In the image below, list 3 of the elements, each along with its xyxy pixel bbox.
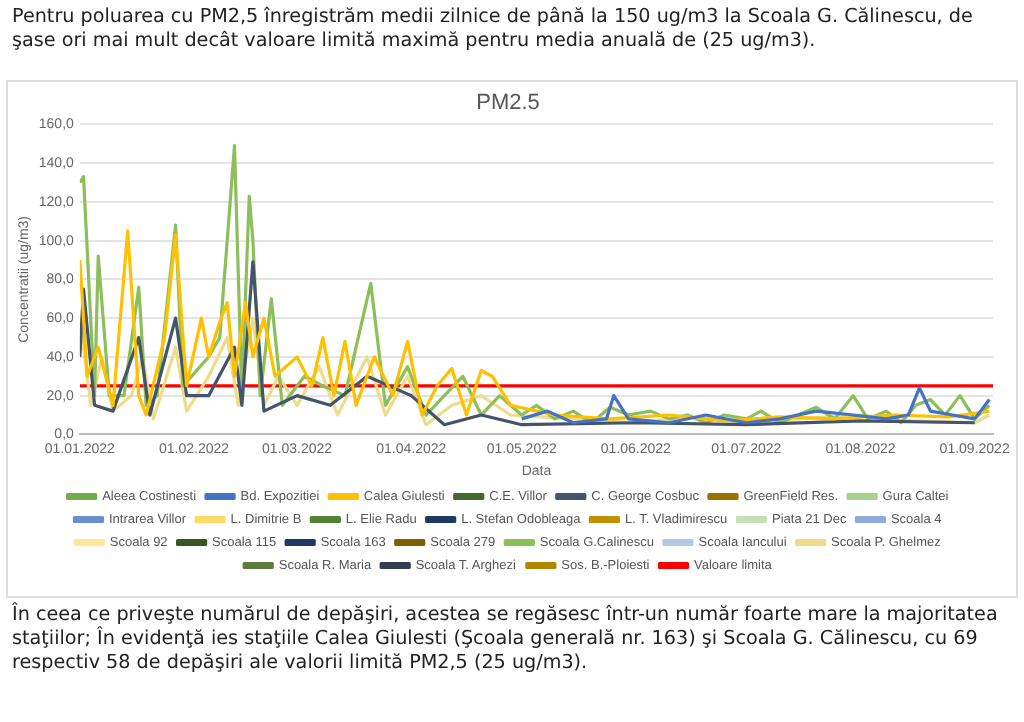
chart-title: PM2.5	[476, 91, 540, 116]
text: În ceea ce priveşte numărul de depăşiri, acestea se regăsesc într-un număr foarte mare la majoritatea staţiilor; În evidenţă ies staţiile Calea Giulesti (Şcoala generală nr. 163) şi Scoala G. Călinescu, cu 69 respectiv 58 de depăşiri ale valorii limită PM2,5 (25 ug/m3).	[10, 604, 1000, 676]
text: Pentru poluarea cu PM2,5 înregistrăm medii zilnice de până la 150 ug/m3 la Scoala G. Călinescu, de şase ori mai mult decât valoare limită maximă pentru media anuală de (25 ug/m3).	[10, 6, 975, 54]
